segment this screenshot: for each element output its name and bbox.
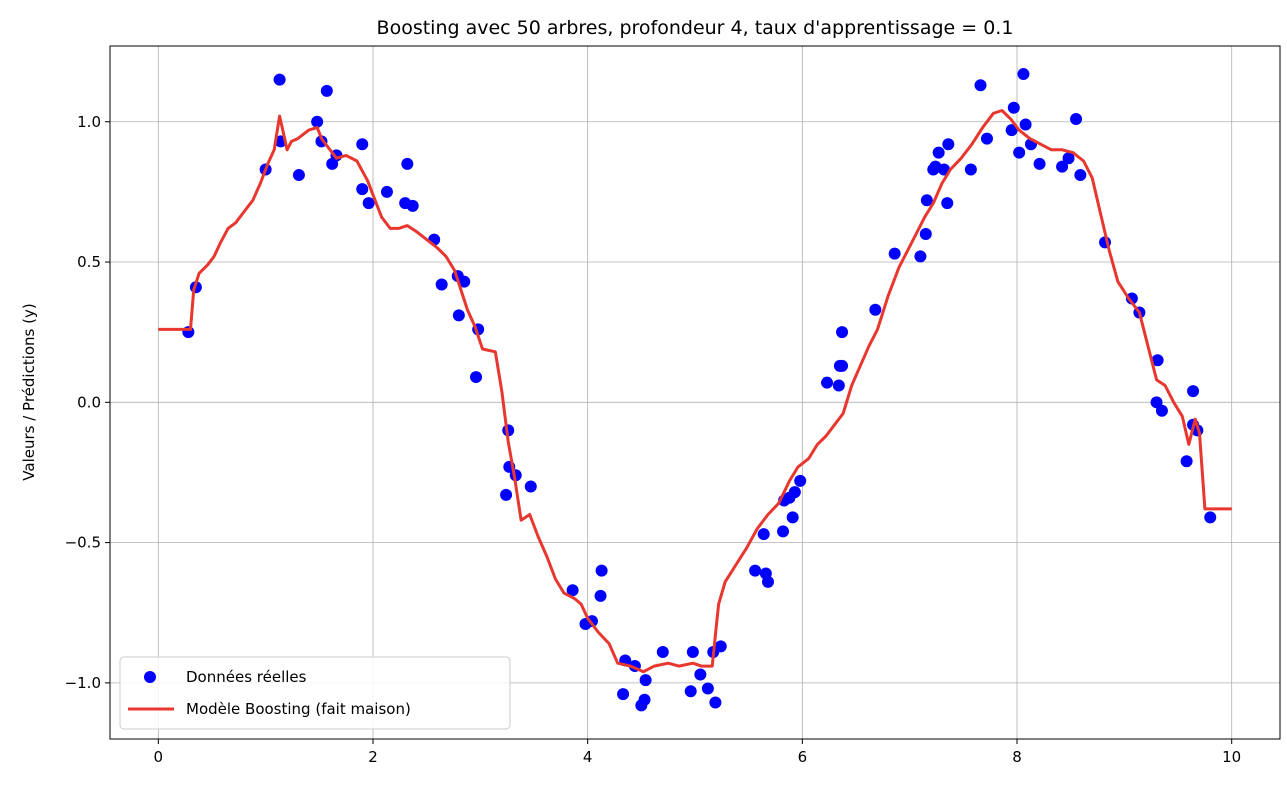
data-point (914, 250, 927, 263)
data-point (980, 132, 993, 145)
model-line (158, 109, 1232, 674)
data-point (1013, 146, 1026, 159)
data-point (694, 668, 707, 681)
series-layer (158, 68, 1232, 712)
legend-label-scatter: Données réelles (186, 668, 307, 686)
y-tick-label: 0.0 (77, 393, 101, 411)
data-point (964, 163, 977, 176)
data-point (941, 197, 954, 210)
data-point (452, 309, 465, 322)
data-point (470, 371, 483, 384)
data-point (362, 197, 375, 210)
data-point (594, 589, 607, 602)
data-point (1151, 354, 1164, 367)
grid (110, 46, 1280, 739)
data-point (1155, 404, 1168, 417)
data-point (406, 199, 419, 212)
data-point (794, 474, 807, 487)
data-point (701, 682, 714, 695)
data-point (273, 73, 286, 86)
data-point (1187, 385, 1200, 398)
data-point (1180, 455, 1193, 468)
data-point (320, 84, 333, 97)
x-tick-label: 8 (1012, 748, 1022, 766)
y-tick-label: 1.0 (77, 113, 101, 131)
data-point (786, 511, 799, 524)
data-point (684, 685, 697, 698)
chart-title: Boosting avec 50 arbres, profondeur 4, t… (377, 17, 1014, 39)
ticks: 0 2 4 6 8 10 −1.0 −0.5 0.0 0.5 1.0 (65, 113, 1242, 766)
legend: Données réelles Modèle Boosting (fait ma… (119, 656, 511, 730)
x-tick-label: 0 (154, 748, 164, 766)
data-point (524, 480, 537, 493)
data-point (686, 646, 699, 659)
legend-box (119, 656, 511, 730)
data-point (1019, 118, 1032, 131)
x-tick-label: 4 (583, 748, 593, 766)
data-point (435, 278, 448, 291)
data-point (500, 488, 513, 501)
x-tick-label: 6 (798, 748, 808, 766)
data-point (761, 575, 774, 588)
data-point (836, 326, 849, 339)
data-point (458, 275, 471, 288)
data-point (566, 584, 579, 597)
data-point (974, 79, 987, 92)
data-point (821, 376, 834, 389)
data-point (638, 693, 651, 706)
data-point (1062, 152, 1075, 165)
data-point (888, 247, 901, 260)
data-point (714, 640, 727, 653)
data-point (639, 674, 652, 687)
data-point (292, 169, 305, 182)
x-tick-label: 10 (1222, 748, 1241, 766)
data-point (356, 183, 369, 196)
data-point (749, 564, 762, 577)
data-point (1017, 68, 1030, 81)
data-point (617, 688, 630, 701)
data-point (1007, 101, 1020, 114)
data-point (1005, 124, 1018, 137)
data-point (380, 185, 393, 198)
legend-scatter-marker (144, 671, 156, 683)
data-point (920, 194, 933, 207)
data-point (1070, 112, 1083, 125)
data-point (1056, 160, 1069, 173)
data-point (1125, 292, 1138, 305)
data-point (942, 138, 955, 151)
y-tick-label: 0.5 (77, 253, 101, 271)
data-point (1204, 511, 1217, 524)
data-point (788, 486, 801, 499)
data-point (656, 646, 669, 659)
data-point (1074, 169, 1087, 182)
legend-label-line: Modèle Boosting (fait maison) (186, 700, 411, 718)
data-point (401, 157, 414, 170)
y-tick-label: −1.0 (65, 674, 101, 692)
y-axis-label: Valeurs / Prédictions (y) (20, 303, 38, 480)
data-point (777, 525, 790, 538)
data-point (1033, 157, 1046, 170)
data-point (311, 115, 324, 128)
data-point (836, 359, 849, 372)
x-tick-label: 2 (368, 748, 378, 766)
y-tick-label: −0.5 (65, 534, 101, 552)
data-point (356, 138, 369, 151)
data-point (869, 303, 882, 316)
data-point (709, 696, 722, 709)
data-point (757, 528, 770, 541)
data-point (832, 379, 845, 392)
data-point (919, 227, 932, 240)
plot-frame (109, 45, 1281, 740)
data-point (595, 564, 608, 577)
data-point (932, 146, 945, 159)
